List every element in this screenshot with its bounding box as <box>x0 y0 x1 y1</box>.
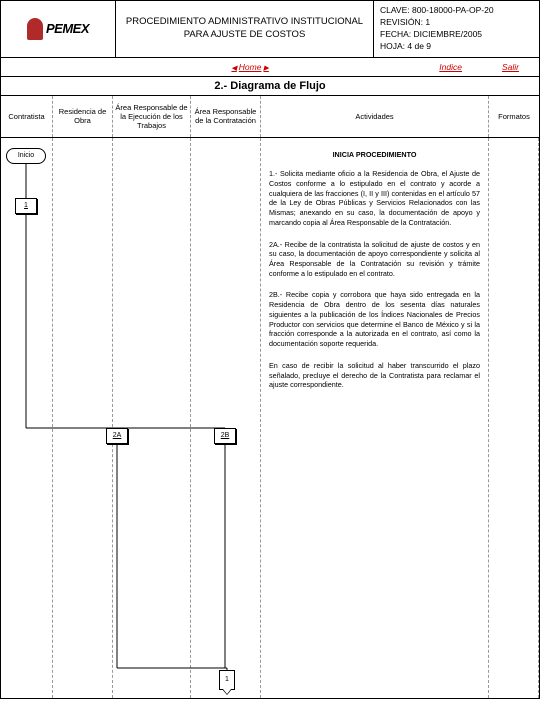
meta-clave: CLAVE: 800-18000-PA-OP-20 <box>380 5 533 17</box>
col-actividades: Actividades <box>261 96 489 137</box>
activity-2a: 2A.- Recibe de la contratista la solicit… <box>269 240 480 279</box>
logo-cell: PEMEX <box>1 1 116 57</box>
flow-offpage-connector: 1 <box>219 670 235 690</box>
pemex-drop-icon <box>27 18 43 40</box>
flow-inicio: Inicio <box>6 148 46 164</box>
pemex-logo: PEMEX <box>27 18 89 40</box>
col-area-contratacion: Área Responsable de la Contratación <box>191 96 261 137</box>
col-formatos: Formatos <box>489 96 539 137</box>
flow-step-1[interactable]: 1 <box>15 198 37 214</box>
lane-area-contratacion <box>191 138 261 698</box>
meta-hoja: HOJA: 4 de 9 <box>380 41 533 53</box>
indice-link[interactable]: Indice <box>439 62 462 72</box>
logo-text: PEMEX <box>46 21 89 36</box>
activities-head: INICIA PROCEDIMIENTO <box>269 150 480 160</box>
activity-1: 1.- Solicita mediante oficio a la Reside… <box>269 169 480 227</box>
lane-contratista <box>1 138 53 698</box>
columns-header: Contratista Residencia de Obra Área Resp… <box>1 96 539 138</box>
navbar: Home Indice Salir <box>1 58 539 76</box>
lane-formatos <box>489 138 539 698</box>
col-residencia: Residencia de Obra <box>53 96 113 137</box>
activity-extra: En caso de recibir la solicitud al haber… <box>269 361 480 390</box>
page: PEMEX PROCEDIMIENTO ADMINISTRATIVO INSTI… <box>0 0 540 699</box>
activities-text: INICIA PROCEDIMIENTO 1.- Solicita median… <box>261 138 488 408</box>
header: PEMEX PROCEDIMIENTO ADMINISTRATIVO INSTI… <box>1 1 539 58</box>
flow-step-2a[interactable]: 2A <box>106 428 128 444</box>
document-meta: CLAVE: 800-18000-PA-OP-20 REVISIÓN: 1 FE… <box>374 1 539 57</box>
col-contratista: Contratista <box>1 96 53 137</box>
nav-home-wrap: Home <box>101 62 399 72</box>
section-title: 2.- Diagrama de Flujo <box>1 76 539 96</box>
meta-revision: REVISIÓN: 1 <box>380 17 533 29</box>
flow-area: INICIA PROCEDIMIENTO 1.- Solicita median… <box>1 138 539 698</box>
home-link[interactable]: Home <box>231 62 268 72</box>
document-title: PROCEDIMIENTO ADMINISTRATIVO INSTITUCION… <box>116 1 374 57</box>
lane-residencia <box>53 138 113 698</box>
lane-area-ejecucion <box>113 138 191 698</box>
lane-actividades: INICIA PROCEDIMIENTO 1.- Solicita median… <box>261 138 489 698</box>
salir-link[interactable]: Salir <box>502 62 519 72</box>
col-area-ejecucion: Área Responsable de la Ejecución de los … <box>113 96 191 137</box>
activity-2b: 2B.- Recibe copia y corrobora que haya s… <box>269 290 480 348</box>
meta-fecha: FECHA: DICIEMBRE/2005 <box>380 29 533 41</box>
flow-step-2b[interactable]: 2B <box>214 428 236 444</box>
